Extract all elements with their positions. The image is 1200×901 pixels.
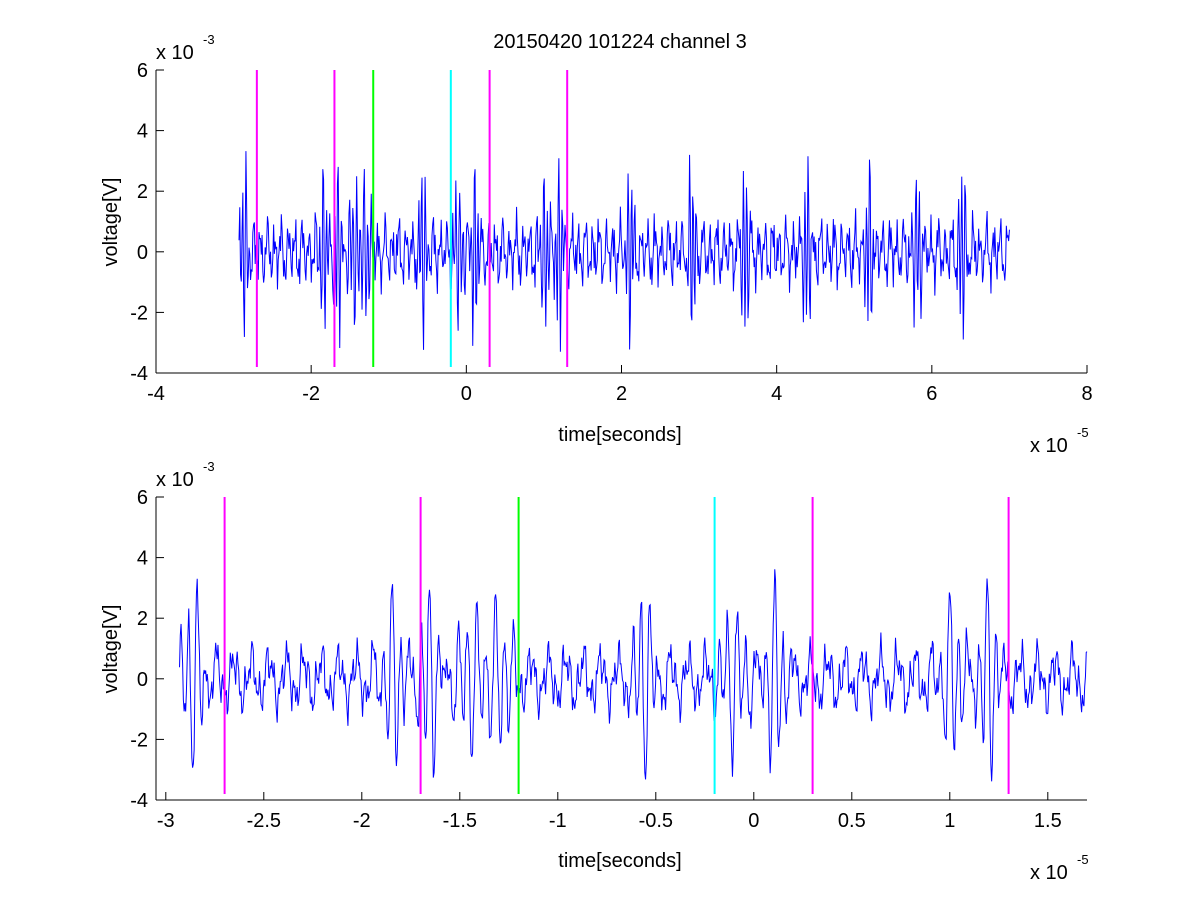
figure-title: 20150420 101224 channel 3 <box>493 31 747 53</box>
x-tick-label: -0.5 <box>639 810 673 832</box>
y-tick-label: 0 <box>137 242 148 264</box>
x-tick-label: 6 <box>926 383 937 405</box>
bottom-marker-layer <box>223 497 1010 794</box>
bottom-tick-marks <box>156 496 1049 801</box>
top-signal-layer <box>238 151 1010 352</box>
top-x-exponent-label: x 10 <box>1030 435 1068 457</box>
signal-trace <box>179 569 1088 782</box>
y-tick-label: 6 <box>137 487 148 509</box>
top-y-axis-label: voltage[V] <box>100 178 122 267</box>
y-tick-label: -4 <box>130 363 148 385</box>
y-tick-label: 6 <box>137 60 148 82</box>
bottom-y-exponent-power: -3 <box>203 459 215 474</box>
x-tick-label: 1.5 <box>1034 810 1062 832</box>
x-tick-label: 8 <box>1081 383 1092 405</box>
top-tick-marks <box>155 69 1088 374</box>
x-tick-label: -1.5 <box>443 810 477 832</box>
bottom-y-axis-label: voltage[V] <box>100 605 122 694</box>
bottom-signal-layer <box>179 569 1088 782</box>
x-tick-label: -3 <box>157 810 175 832</box>
x-tick-label: -1 <box>549 810 567 832</box>
bottom-tick-labels: -3 -2.5 -2 -1.5 -1 -0.5 0 0.5 1 1.5 -4 -2 0 2 4 6 <box>130 487 1062 832</box>
signal-trace <box>238 151 1010 352</box>
x-tick-label: -2 <box>302 383 320 405</box>
y-tick-label: 0 <box>137 669 148 691</box>
top-y-exponent-power: -3 <box>203 32 215 47</box>
x-tick-label: 0 <box>461 383 472 405</box>
bottom-x-exponent-label: x 10 <box>1030 862 1068 884</box>
x-tick-label: 0 <box>748 810 759 832</box>
y-tick-label: 4 <box>137 548 148 570</box>
bottom-y-exponent-label: x 10 <box>156 469 194 491</box>
y-tick-label: -4 <box>130 790 148 812</box>
x-tick-label: 4 <box>771 383 782 405</box>
x-tick-label: 1 <box>944 810 955 832</box>
x-tick-label: -2 <box>353 810 371 832</box>
x-tick-label: 0.5 <box>838 810 866 832</box>
y-tick-label: -2 <box>130 302 148 324</box>
x-tick-label: 2 <box>616 383 627 405</box>
top-axes: -4 -2 0 2 4 6 8 -4 -2 0 2 4 6 time[seconds] voltage[… <box>100 32 1093 457</box>
x-tick-label: -4 <box>147 383 165 405</box>
y-tick-label: 4 <box>137 121 148 143</box>
y-tick-label: -2 <box>130 729 148 751</box>
y-tick-label: 2 <box>137 608 148 630</box>
bottom-x-axis-label: time[seconds] <box>558 850 681 872</box>
top-x-exponent-power: -5 <box>1077 425 1089 440</box>
top-x-axis-label: time[seconds] <box>558 424 681 446</box>
top-marker-layer <box>255 70 569 367</box>
x-tick-label: -2.5 <box>247 810 281 832</box>
bottom-axes: -3 -2.5 -2 -1.5 -1 -0.5 0 0.5 1 1.5 -4 -2 0 2 4 6 time[… <box>100 459 1089 884</box>
y-tick-label: 2 <box>137 181 148 203</box>
top-tick-labels: -4 -2 0 2 4 6 8 -4 -2 0 2 4 6 <box>130 60 1092 405</box>
bottom-x-exponent-power: -5 <box>1077 852 1089 867</box>
bottom-axis-lines <box>155 497 1087 801</box>
top-y-exponent-label: x 10 <box>156 42 194 64</box>
